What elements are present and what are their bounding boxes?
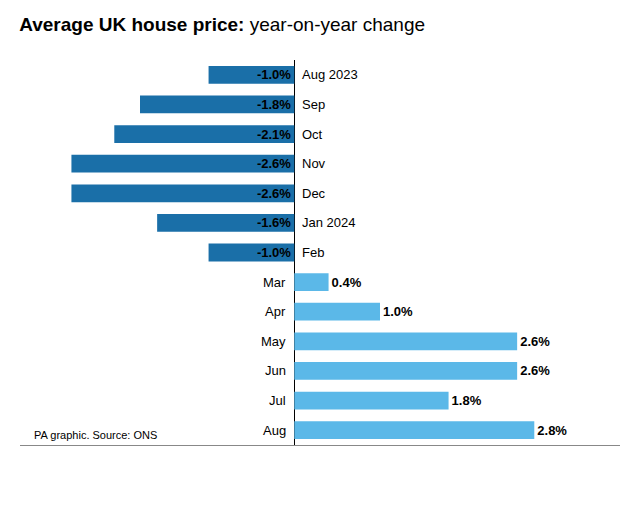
svg-text:-1.0%: -1.0% bbox=[257, 245, 291, 260]
svg-text:Mar: Mar bbox=[263, 275, 286, 290]
svg-text:Average UK house price: year-o: Average UK house price: year-on-year cha… bbox=[19, 14, 425, 35]
svg-text:Dec: Dec bbox=[302, 186, 326, 201]
svg-text:Jan 2024: Jan 2024 bbox=[302, 215, 356, 230]
svg-text:Feb: Feb bbox=[302, 245, 324, 260]
svg-text:-1.0%: -1.0% bbox=[257, 67, 291, 82]
svg-text:Nov: Nov bbox=[302, 156, 326, 171]
svg-text:Apr: Apr bbox=[265, 304, 286, 319]
svg-text:Sep: Sep bbox=[302, 97, 325, 112]
svg-text:Jun: Jun bbox=[265, 363, 286, 378]
svg-text:-2.6%: -2.6% bbox=[257, 156, 291, 171]
svg-text:0.4%: 0.4% bbox=[332, 275, 362, 290]
svg-text:1.0%: 1.0% bbox=[383, 304, 413, 319]
svg-text:-2.1%: -2.1% bbox=[257, 127, 291, 142]
svg-text:2.6%: 2.6% bbox=[520, 363, 550, 378]
svg-text:PA graphic. Source: ONS: PA graphic. Source: ONS bbox=[34, 429, 157, 441]
svg-text:2.6%: 2.6% bbox=[520, 334, 550, 349]
svg-text:Aug 2023: Aug 2023 bbox=[302, 67, 358, 82]
svg-text:2.8%: 2.8% bbox=[537, 423, 567, 438]
svg-text:-1.8%: -1.8% bbox=[257, 97, 291, 112]
svg-text:-1.6%: -1.6% bbox=[257, 215, 291, 230]
svg-text:1.8%: 1.8% bbox=[452, 393, 482, 408]
svg-text:Jul: Jul bbox=[269, 393, 286, 408]
svg-text:Oct: Oct bbox=[302, 127, 323, 142]
svg-text:May: May bbox=[261, 334, 286, 349]
svg-text:Aug: Aug bbox=[263, 423, 286, 438]
svg-text:-2.6%: -2.6% bbox=[257, 186, 291, 201]
